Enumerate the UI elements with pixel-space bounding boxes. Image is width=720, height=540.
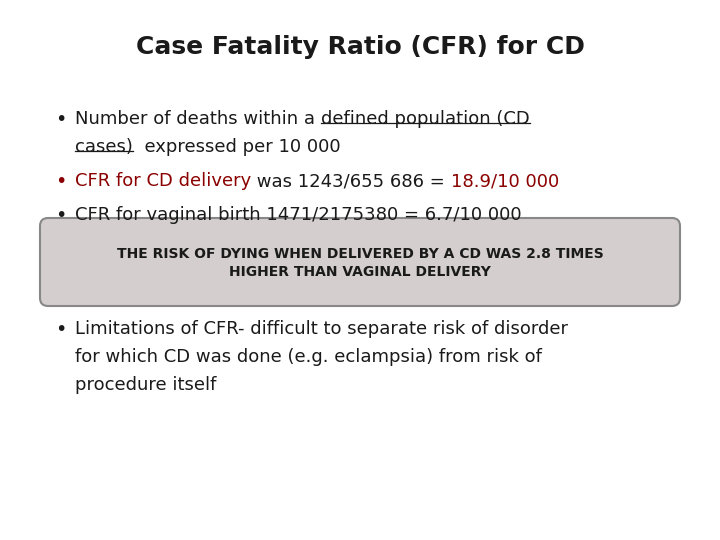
Text: Case Fatality Ratio (CFR) for CD: Case Fatality Ratio (CFR) for CD [135,35,585,59]
Text: 18.9/10 000: 18.9/10 000 [451,172,559,190]
Text: CFR for CD delivery: CFR for CD delivery [75,172,251,190]
Text: •: • [55,320,66,339]
Text: defined population (CD: defined population (CD [320,110,529,128]
Text: •: • [55,172,66,191]
Text: Number of deaths within a: Number of deaths within a [75,110,320,128]
Text: CFR for vaginal birth 1471/2175380 = 6.7/10 000: CFR for vaginal birth 1471/2175380 = 6.7… [75,206,521,224]
FancyBboxPatch shape [40,218,680,306]
Text: cases): cases) [75,138,133,156]
Text: •: • [55,110,66,129]
Text: HIGHER THAN VAGINAL DELIVERY: HIGHER THAN VAGINAL DELIVERY [229,265,491,279]
Text: for which CD was done (e.g. eclampsia) from risk of: for which CD was done (e.g. eclampsia) f… [75,348,542,366]
Text: Limitations of CFR- difficult to separate risk of disorder: Limitations of CFR- difficult to separat… [75,320,568,338]
Text: THE RISK OF DYING WHEN DELIVERED BY A CD WAS 2.8 TIMES: THE RISK OF DYING WHEN DELIVERED BY A CD… [117,247,603,261]
Text: •: • [55,206,66,225]
Text: procedure itself: procedure itself [75,376,217,394]
Text: expressed per 10 000: expressed per 10 000 [133,138,341,156]
Text: was 1243/655 686 =: was 1243/655 686 = [251,172,451,190]
